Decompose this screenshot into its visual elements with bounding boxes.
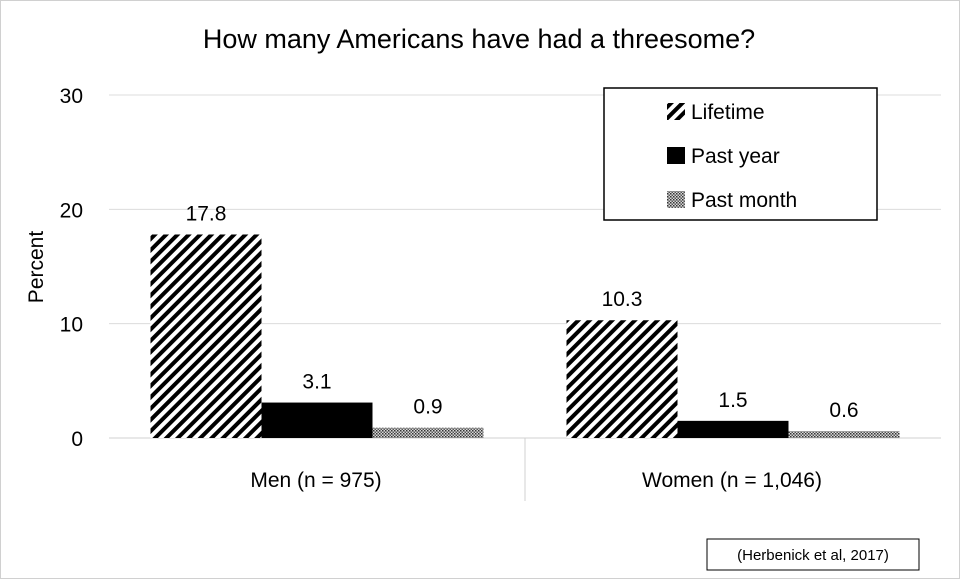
y-tick-label: 20 xyxy=(60,199,83,222)
category-label-men: Men (n = 975) xyxy=(250,469,381,492)
data-label-lifetime-men: 17.8 xyxy=(186,202,227,225)
source-citation: (Herbenick et al, 2017) xyxy=(737,547,889,564)
legend-label-past-month: Past month xyxy=(691,189,797,212)
legend-swatch-past-month xyxy=(667,191,685,208)
bars xyxy=(150,234,900,438)
bar-past-year-women xyxy=(677,420,789,438)
legend-label-lifetime: Lifetime xyxy=(691,101,765,124)
chart-title: How many Americans have had a threesome? xyxy=(203,24,755,54)
y-tick-label: 0 xyxy=(71,428,83,451)
y-tick-label: 30 xyxy=(60,85,83,108)
bar-past-month-men xyxy=(372,427,484,438)
legend-swatch-lifetime xyxy=(667,103,685,120)
bar-lifetime-women xyxy=(566,320,678,438)
source-box xyxy=(706,538,920,571)
data-label-past-year-women: 1.5 xyxy=(718,389,747,412)
legend-label-past-year: Past year xyxy=(691,145,780,168)
legend-box xyxy=(603,87,878,221)
legend: Lifetime Past year Past month xyxy=(603,87,878,221)
category-labels: Men (n = 975) Women (n = 1,046) xyxy=(250,469,822,492)
data-label-past-month-women: 0.6 xyxy=(829,399,858,422)
y-axis-label: Percent xyxy=(25,231,48,304)
legend-swatch-past-year xyxy=(667,147,685,164)
category-label-women: Women (n = 1,046) xyxy=(642,469,822,492)
bar-past-month-women xyxy=(788,431,900,438)
data-label-lifetime-women: 10.3 xyxy=(602,288,643,311)
y-tick-label: 10 xyxy=(60,314,83,337)
data-label-past-month-men: 0.9 xyxy=(413,396,442,419)
data-label-past-year-men: 3.1 xyxy=(302,371,331,394)
y-axis-ticks: 0 10 20 30 xyxy=(60,85,83,451)
bar-past-year-men xyxy=(261,402,373,438)
data-labels: 17.8 3.1 0.9 10.3 1.5 0.6 xyxy=(186,202,859,422)
bar-lifetime-men xyxy=(150,234,262,438)
